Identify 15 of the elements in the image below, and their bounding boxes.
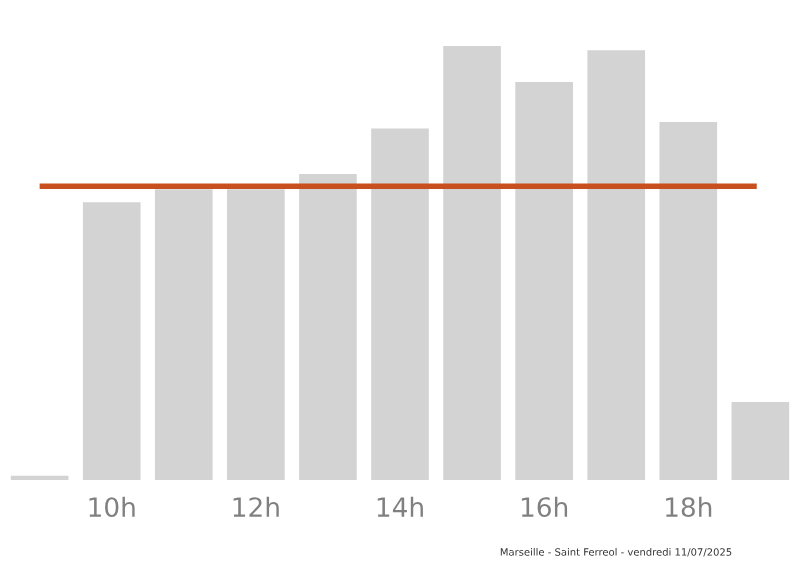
bar [659, 121, 718, 480]
bar [731, 401, 790, 480]
bar [443, 46, 501, 480]
x-tick-label: 14h [377, 496, 423, 517]
bar [371, 128, 429, 480]
x-tick-label: 12h [233, 496, 279, 517]
bar [299, 174, 357, 480]
x-tick-label: 16h [521, 496, 568, 518]
x-tick-label: 18h [666, 496, 712, 518]
bar [82, 202, 141, 480]
bar [587, 50, 646, 480]
bar [515, 82, 573, 480]
x-tick-label: 10h [89, 496, 135, 518]
bar [154, 189, 213, 480]
bar [227, 189, 285, 480]
